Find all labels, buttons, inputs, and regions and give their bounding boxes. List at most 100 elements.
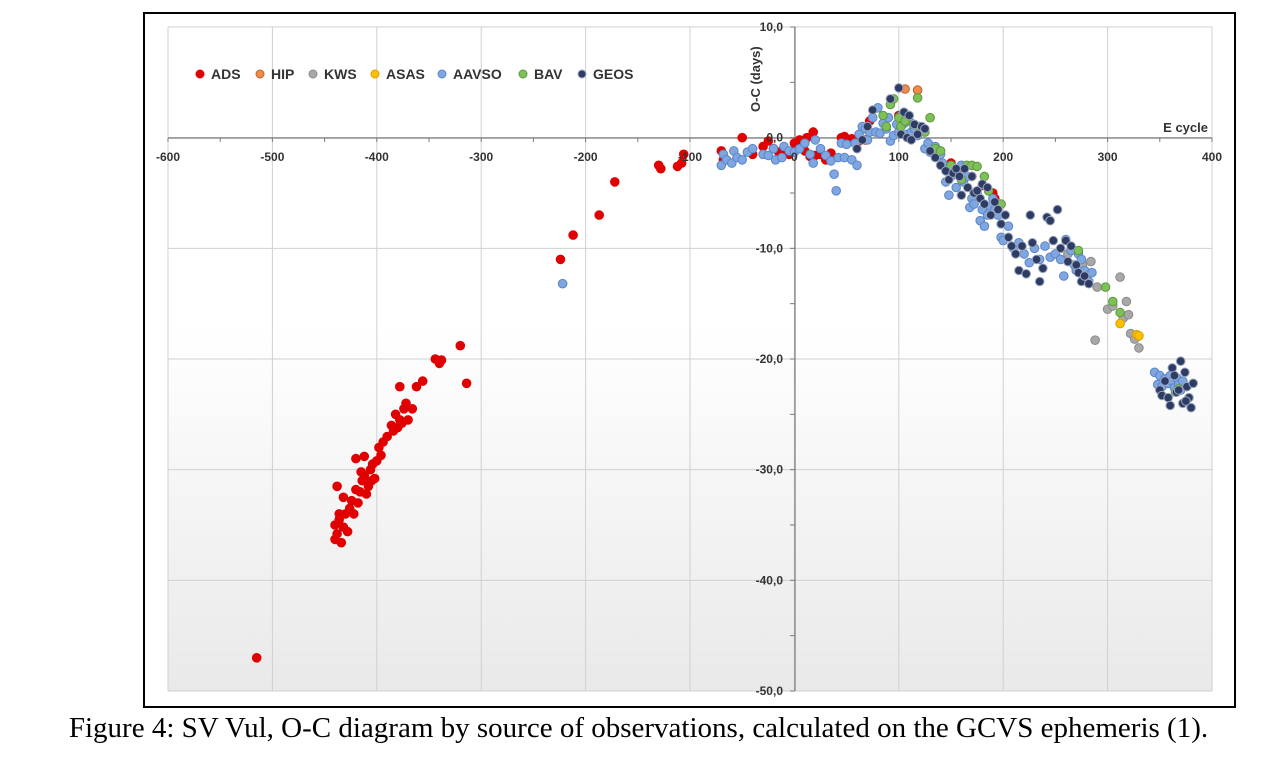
data-point-geos: [996, 219, 1006, 229]
data-point-geos: [1071, 260, 1082, 270]
data-point-kws: [1123, 309, 1134, 320]
figure-caption: Figure 4: SV Vul, O-C diagram by source …: [68, 712, 1209, 744]
data-point-ads: [356, 467, 366, 477]
data-point-geos: [1045, 215, 1055, 226]
data-point-geos: [959, 163, 970, 174]
data-point-geos: [857, 135, 868, 145]
data-point-ads: [342, 526, 353, 537]
data-point-geos: [1038, 263, 1048, 274]
data-point-geos: [1006, 241, 1017, 251]
data-point-geos: [1165, 400, 1175, 411]
y-tick-label: -10,0: [756, 241, 784, 255]
data-point-ads: [737, 132, 748, 143]
data-point-ads: [353, 498, 363, 508]
data-point-geos: [912, 129, 923, 140]
data-point-aavso: [777, 152, 787, 163]
x-tick-label: -100: [678, 150, 702, 164]
legend-marker: [370, 69, 380, 79]
data-point-ads: [359, 451, 370, 462]
x-tick-label: -300: [469, 150, 493, 164]
data-point-aavso: [1059, 271, 1069, 281]
data-point-geos: [1173, 385, 1184, 395]
data-point-ads: [376, 450, 386, 461]
legend-marker: [195, 69, 205, 79]
tick-labels: -600 -500 -400 -300 -200 -100 0 100 200 300 400 10,…: [156, 20, 1222, 698]
data-point-bav: [912, 93, 923, 103]
legend-marker: [577, 69, 587, 79]
data-point-ads: [436, 355, 447, 365]
data-point-geos: [1063, 256, 1073, 267]
data-point-geos: [904, 110, 915, 121]
data-point-geos: [1163, 392, 1173, 403]
data-point-kws: [1086, 256, 1096, 267]
data-point-geos: [1034, 276, 1045, 287]
x-tick-label: -200: [574, 150, 598, 164]
data-point-ads: [411, 381, 422, 392]
data-point-geos: [1181, 396, 1191, 406]
data-point-aavso: [763, 150, 774, 161]
data-point-ads: [461, 378, 472, 389]
data-point-geos: [985, 210, 996, 220]
x-tick-label: 100: [889, 150, 909, 164]
data-point-geos: [885, 94, 896, 104]
x-tick-label: -500: [260, 150, 284, 164]
data-point-aavso: [737, 155, 748, 165]
y-tick-label: -30,0: [756, 463, 784, 477]
data-point-ads: [656, 163, 666, 174]
legend-label: ADS: [211, 66, 241, 82]
data-point-geos: [993, 204, 1003, 215]
data-point-ads: [395, 381, 405, 392]
data-point-geos: [920, 124, 930, 134]
data-point-ads: [338, 492, 349, 503]
data-point-geos: [1000, 210, 1011, 220]
data-point-aavso: [808, 158, 819, 168]
data-point-aavso: [810, 135, 821, 145]
data-point-geos: [1010, 249, 1021, 259]
data-point-aavso: [944, 190, 954, 200]
legend-item-ads: ADS: [195, 66, 241, 82]
data-point-bav: [881, 121, 892, 132]
data-point-ads: [594, 210, 605, 220]
data-point-ads: [366, 475, 377, 486]
y-tick-label: -20,0: [756, 352, 784, 366]
data-point-ads: [676, 158, 687, 168]
data-point-bav: [1073, 245, 1084, 256]
y-axis-title: O-C (days): [748, 46, 763, 112]
data-point-geos: [956, 190, 967, 200]
data-point-asas: [1115, 318, 1125, 329]
x-tick-label: -600: [156, 150, 180, 164]
legend-item-bav: BAV: [518, 66, 563, 82]
legend-label: HIP: [271, 66, 294, 82]
data-point-geos: [982, 182, 993, 193]
data-point-bav: [935, 146, 946, 156]
legend-label: GEOS: [593, 66, 633, 82]
data-point-bav: [878, 110, 888, 121]
data-point-kws: [1134, 343, 1144, 353]
data-point-aavso: [969, 199, 979, 209]
data-point-geos: [1048, 235, 1059, 246]
data-point-geos: [862, 121, 873, 132]
data-point-geos: [967, 171, 977, 182]
data-point-aavso: [831, 186, 842, 196]
legend-label: KWS: [324, 66, 357, 82]
data-point-kws: [1090, 335, 1100, 346]
x-tick-label: 300: [1098, 150, 1118, 164]
data-point-bav: [1115, 307, 1125, 318]
data-point-ads: [403, 415, 413, 425]
y-tick-label: -40,0: [756, 573, 784, 587]
data-point-aavso: [829, 169, 839, 179]
x-tick-label: 0: [791, 150, 798, 164]
y-tick-label: 0,0: [766, 131, 783, 145]
data-point-aavso: [557, 278, 568, 289]
data-point-geos: [1160, 376, 1170, 386]
data-point-geos: [925, 146, 935, 156]
legend-item-aavso: AAVSO: [437, 66, 502, 82]
data-point-aavso: [979, 221, 990, 231]
data-point-geos: [1084, 278, 1094, 289]
data-point-aavso: [1019, 249, 1029, 259]
data-point-geos: [1079, 271, 1090, 281]
legend-item-hip: HIP: [255, 66, 294, 82]
legend-marker: [518, 69, 528, 79]
data-point-geos: [1052, 204, 1063, 215]
legend: ADS HIP KWS ASAS AAVSO BAV GEOS: [195, 66, 633, 82]
